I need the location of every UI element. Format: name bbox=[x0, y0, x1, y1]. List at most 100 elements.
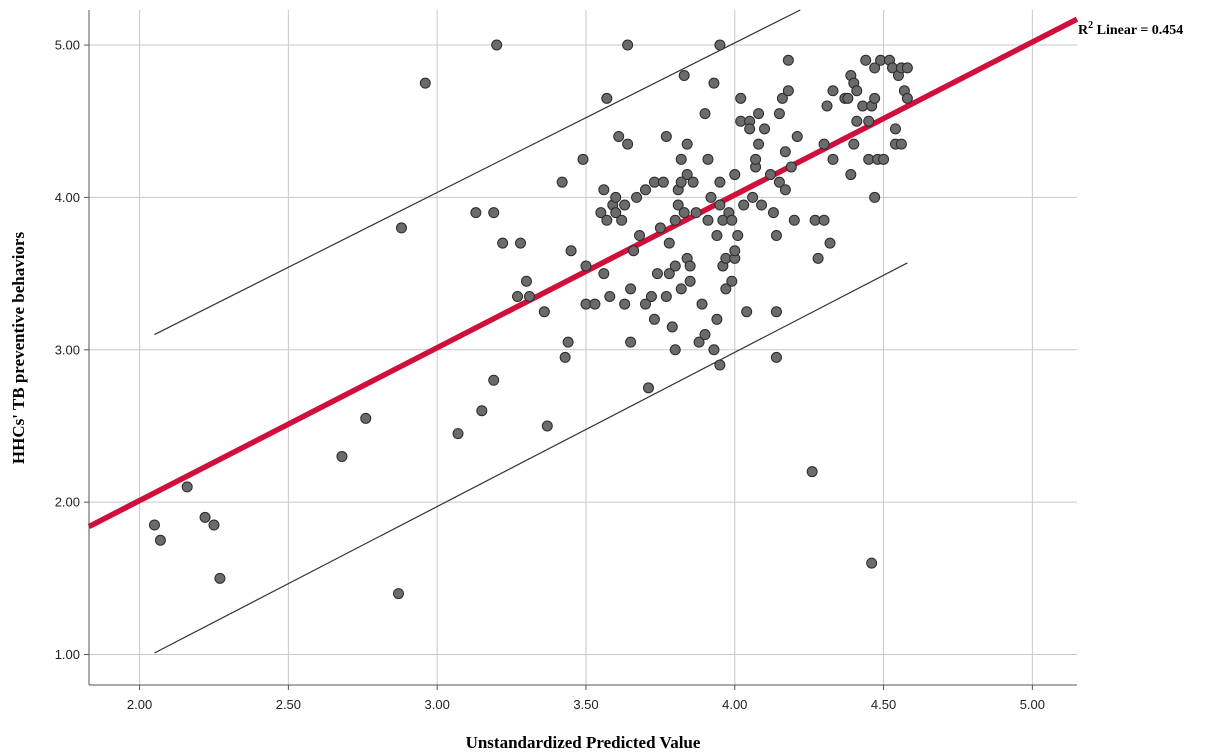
data-point bbox=[773, 176, 785, 188]
data-point bbox=[726, 275, 738, 287]
r2-label: R2 Linear = 0.454 bbox=[1078, 20, 1183, 38]
data-point bbox=[845, 169, 857, 181]
data-point bbox=[851, 115, 863, 127]
data-point bbox=[782, 85, 794, 97]
data-point bbox=[523, 290, 535, 302]
data-point bbox=[806, 466, 818, 478]
data-point bbox=[181, 481, 193, 493]
data-point bbox=[631, 191, 643, 203]
data-point bbox=[565, 245, 577, 257]
x-tick-label: 4.00 bbox=[722, 697, 747, 712]
r2-label-prefix: R bbox=[1078, 23, 1089, 38]
data-point bbox=[595, 207, 607, 219]
data-point bbox=[770, 351, 782, 363]
data-point bbox=[782, 54, 794, 66]
data-point bbox=[512, 290, 524, 302]
data-point bbox=[625, 336, 637, 348]
x-tick-label: 2.00 bbox=[127, 697, 152, 712]
data-point bbox=[625, 283, 637, 295]
data-point bbox=[148, 519, 160, 531]
data-point bbox=[610, 191, 622, 203]
data-point bbox=[675, 153, 687, 165]
data-point bbox=[878, 153, 890, 165]
data-point bbox=[497, 237, 509, 249]
data-point bbox=[610, 207, 622, 219]
data-point bbox=[687, 176, 699, 188]
data-point bbox=[901, 62, 913, 74]
data-point bbox=[690, 207, 702, 219]
data-point bbox=[663, 237, 675, 249]
data-point bbox=[824, 237, 836, 249]
data-point bbox=[699, 329, 711, 341]
data-point bbox=[669, 344, 681, 356]
data-point bbox=[785, 161, 797, 173]
data-point bbox=[208, 519, 220, 531]
data-point bbox=[669, 260, 681, 272]
data-point bbox=[562, 336, 574, 348]
data-point bbox=[488, 207, 500, 219]
data-point bbox=[470, 207, 482, 219]
data-point bbox=[622, 138, 634, 150]
data-point bbox=[642, 382, 654, 394]
data-point bbox=[756, 199, 768, 211]
data-point bbox=[779, 184, 791, 196]
data-point bbox=[720, 283, 732, 295]
data-point bbox=[770, 230, 782, 242]
data-point bbox=[741, 306, 753, 318]
data-point bbox=[729, 169, 741, 181]
data-point bbox=[848, 138, 860, 150]
data-point bbox=[214, 572, 226, 584]
data-point bbox=[491, 39, 503, 51]
x-tick-label: 5.00 bbox=[1020, 697, 1045, 712]
data-point bbox=[788, 214, 800, 226]
grid-lines bbox=[89, 10, 1077, 685]
axis-tick-labels: 2.00 2.50 3.00 3.50 4.00 4.50 5.00 1.00 2.00 3.00… bbox=[55, 38, 1045, 712]
data-point bbox=[860, 54, 872, 66]
data-point bbox=[657, 176, 669, 188]
data-point bbox=[654, 222, 666, 234]
data-point bbox=[827, 153, 839, 165]
data-point bbox=[589, 298, 601, 310]
data-point bbox=[651, 268, 663, 280]
data-point bbox=[895, 138, 907, 150]
data-point bbox=[711, 313, 723, 325]
data-point bbox=[747, 191, 759, 203]
x-tick-label: 2.50 bbox=[276, 697, 301, 712]
data-point bbox=[476, 405, 488, 417]
data-point bbox=[753, 138, 765, 150]
data-point bbox=[675, 283, 687, 295]
data-point bbox=[395, 222, 407, 234]
data-point bbox=[336, 450, 348, 462]
data-point bbox=[154, 534, 166, 546]
data-point bbox=[559, 351, 571, 363]
data-point bbox=[488, 374, 500, 386]
data-points bbox=[148, 39, 913, 600]
data-point bbox=[714, 199, 726, 211]
data-point bbox=[666, 321, 678, 333]
x-tick-label: 3.50 bbox=[573, 697, 598, 712]
data-point bbox=[675, 176, 687, 188]
data-point bbox=[770, 306, 782, 318]
data-point bbox=[863, 115, 875, 127]
plot-area-background bbox=[89, 10, 1077, 685]
data-point bbox=[681, 138, 693, 150]
data-point bbox=[869, 62, 881, 74]
data-point bbox=[821, 100, 833, 112]
data-point bbox=[776, 92, 788, 104]
axis-ticks bbox=[84, 44, 1033, 690]
data-point bbox=[702, 214, 714, 226]
data-point bbox=[556, 176, 568, 188]
x-axis-title: Unstandardized Predicted Value bbox=[466, 733, 701, 752]
data-point bbox=[753, 108, 765, 120]
y-tick-label: 5.00 bbox=[55, 38, 80, 53]
data-point bbox=[827, 85, 839, 97]
data-point bbox=[601, 214, 613, 226]
regression-fit-line bbox=[87, 16, 1079, 529]
data-point bbox=[639, 298, 651, 310]
data-point bbox=[622, 39, 634, 51]
y-tick-label: 3.00 bbox=[55, 342, 80, 357]
prediction-interval-lower-line bbox=[154, 262, 908, 654]
data-point bbox=[889, 123, 901, 135]
data-point bbox=[696, 298, 708, 310]
data-point bbox=[681, 169, 693, 181]
